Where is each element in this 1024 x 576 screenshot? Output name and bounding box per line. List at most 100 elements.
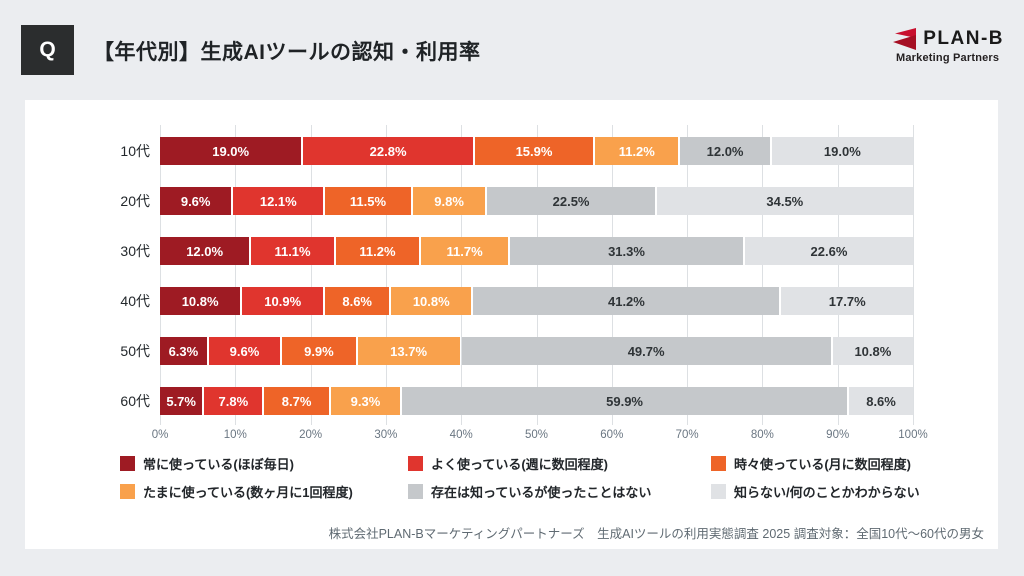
bar-track: 9.6% 12.1% 11.5% 9.8% 22.5% 34.5% xyxy=(160,187,913,215)
bar-track: 6.3% 9.6% 9.9% 13.7% 49.7% 10.8% xyxy=(160,337,914,365)
gridline xyxy=(385,125,387,425)
bar-row: 20代 9.6% 12.1% 11.5% 9.8% 22.5% 34.5% xyxy=(25,187,998,215)
legend-label: よく使っている(週に数回程度) xyxy=(431,456,609,472)
x-tick-label: 60% xyxy=(600,429,624,441)
legend-item: 常に使っている(ほぼ毎日) xyxy=(120,455,294,472)
row-label: 30代 xyxy=(120,243,150,259)
bar-segment: 9.3% xyxy=(330,387,401,415)
x-tick-label: 10% xyxy=(223,429,247,441)
bar-track: 10.8% 10.9% 8.6% 10.8% 41.2% 17.7% xyxy=(160,287,913,315)
bar-segment: 9.6% xyxy=(160,187,232,215)
bar-segment: 10.8% xyxy=(391,287,472,315)
question-badge-label: Q xyxy=(39,38,56,61)
gridline xyxy=(611,125,613,425)
bar-row: 10代 19.0% 22.8% 15.9% 11.2% 12.0% 19.0% xyxy=(25,137,998,165)
question-badge: Q xyxy=(21,25,74,75)
bar-segment: 9.6% xyxy=(208,337,281,365)
row-label: 10代 xyxy=(120,143,150,159)
bar-segment: 59.9% xyxy=(402,387,848,415)
gridline xyxy=(762,125,764,425)
legend-swatch xyxy=(711,483,726,499)
bar-segment: 10.8% xyxy=(160,287,241,315)
bar-segment: 31.3% xyxy=(510,237,743,265)
legend-label: 存在は知っているが使ったことはない xyxy=(431,484,652,500)
gridline xyxy=(913,125,914,425)
x-tick-label: 0% xyxy=(151,429,169,441)
chart-card: 10代 19.0% 22.8% 15.9% 11.2% 12.0% 19.0% 20代 9.6%… xyxy=(25,100,998,549)
bar-row: 40代 10.8% 10.9% 8.6% 10.8% 41.2% 17.7% xyxy=(25,287,998,315)
x-tick-label: 50% xyxy=(524,429,549,441)
bar-segment: 22.5% xyxy=(487,187,655,215)
x-axis: 0% 10% 20% 30% 40% 50% 60% 70% 80% 90% 100% xyxy=(152,429,928,445)
bar-row: 60代 5.7% 7.8% 8.7% 9.3% 59.9% 8.6% xyxy=(25,387,998,415)
bar-row: 30代 12.0% 11.1% 11.2% 11.7% 31.3% 22.6% xyxy=(25,237,998,265)
bar-track: 5.7% 7.8% 8.7% 9.3% 59.9% 8.6% xyxy=(160,387,913,415)
bar-segment: 19.0% xyxy=(771,137,913,165)
bar-segment: 11.7% xyxy=(421,237,509,265)
bar-segment: 11.5% xyxy=(325,187,411,215)
x-tick-label: 70% xyxy=(675,429,699,441)
gridline xyxy=(536,125,538,425)
legend-item: よく使っている(週に数回程度) xyxy=(408,455,609,472)
source-note: 株式会社PLAN-Bマーケティングパートナーズ 生成AIツールの利用実態調査 2… xyxy=(328,527,984,541)
x-tick-label: 40% xyxy=(449,429,473,441)
bar-segment: 11.2% xyxy=(595,137,679,165)
gridline xyxy=(160,125,161,425)
bar-segment: 10.8% xyxy=(832,337,914,365)
bar-track: 12.0% 11.1% 11.2% 11.7% 31.3% 22.6% xyxy=(160,237,914,265)
logo-wordmark: PLAN-B xyxy=(923,28,1004,49)
plan-b-logo-icon xyxy=(893,28,917,50)
bar-segment: 9.9% xyxy=(282,337,356,365)
plot-gridlines xyxy=(160,125,914,425)
legend-swatch xyxy=(408,455,423,471)
bar-segment: 8.6% xyxy=(325,287,390,315)
x-tick-label: 30% xyxy=(374,429,398,441)
bar-row: 50代 6.3% 9.6% 9.9% 13.7% 49.7% 10.8% xyxy=(25,337,998,365)
legend-item: たまに使っている(数ヶ月に1回程度) xyxy=(120,483,353,500)
page-title: 【年代別】生成AIツールの認知・利用率 xyxy=(93,41,481,64)
bar-segment: 34.5% xyxy=(656,187,913,215)
bar-segment: 49.7% xyxy=(461,337,831,365)
bar-segment: 12.0% xyxy=(160,237,250,265)
gridline xyxy=(235,125,237,425)
bar-segment: 22.6% xyxy=(744,237,914,265)
bar-segment: 6.3% xyxy=(160,337,207,365)
bar-segment: 15.9% xyxy=(474,137,594,165)
bar-track: 19.0% 22.8% 15.9% 11.2% 12.0% 19.0% xyxy=(160,137,913,165)
legend-item: 知らない/何のことかわからない xyxy=(711,483,920,500)
row-label: 50代 xyxy=(120,343,150,359)
gridline xyxy=(461,125,463,425)
legend-swatch xyxy=(408,483,423,499)
bar-segment: 17.7% xyxy=(781,287,913,315)
bar-segment: 12.0% xyxy=(680,137,770,165)
legend-label: 知らない/何のことかわからない xyxy=(734,484,920,500)
legend-label: たまに使っている(数ヶ月に1回程度) xyxy=(143,484,353,500)
x-tick-label: 20% xyxy=(299,429,323,441)
bar-segment: 11.1% xyxy=(251,237,334,265)
bar-segment: 22.8% xyxy=(303,137,473,165)
row-label: 40代 xyxy=(120,293,150,309)
gridline xyxy=(310,125,312,425)
bar-segment: 9.8% xyxy=(412,187,486,215)
gridline xyxy=(837,125,839,425)
legend-swatch xyxy=(711,455,726,471)
stacked-bar-chart: 10代 19.0% 22.8% 15.9% 11.2% 12.0% 19.0% 20代 9.6%… xyxy=(25,125,998,425)
bar-segment: 19.0% xyxy=(160,137,302,165)
row-label: 20代 xyxy=(120,193,150,209)
gridline xyxy=(687,125,689,425)
bar-segment: 41.2% xyxy=(473,287,780,315)
bar-segment: 13.7% xyxy=(357,337,460,365)
legend-swatch xyxy=(120,455,135,471)
bar-segment: 8.7% xyxy=(264,387,329,415)
plan-b-logo: PLAN-B Marketing Partners xyxy=(891,28,1004,64)
logo-subtitle: Marketing Partners xyxy=(895,52,1000,64)
x-tick-label: 100% xyxy=(898,429,928,441)
x-tick-label: 90% xyxy=(826,429,850,441)
row-label: 60代 xyxy=(120,393,150,409)
legend-item: 時々使っている(月に数回程度) xyxy=(711,455,912,472)
bar-segment: 8.6% xyxy=(849,387,913,415)
legend-label: 時々使っている(月に数回程度) xyxy=(734,456,912,472)
legend-swatch xyxy=(120,483,135,499)
x-tick-label: 80% xyxy=(750,429,774,441)
bar-segment: 12.1% xyxy=(233,187,324,215)
